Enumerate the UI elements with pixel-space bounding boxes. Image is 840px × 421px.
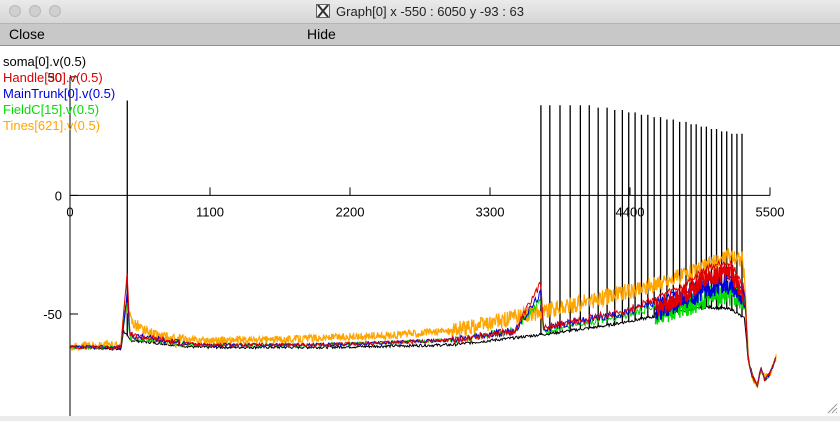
legend-item-handle: Handle[30].v(0.5) xyxy=(3,70,103,85)
window-title-wrap: Graph[0] x -550 : 6050 y -93 : 63 xyxy=(0,3,840,20)
series-line-tines xyxy=(69,248,777,388)
axes-layer: 0 1100 2200 3300 4400 5500 0 -50 50 xyxy=(43,70,784,416)
legend-item-maintrunk: MainTrunk[0].v(0.5) xyxy=(3,86,116,101)
y-tick-label-top: 50 xyxy=(48,70,62,85)
x-tick-label: 4400 xyxy=(616,204,645,219)
resize-grip-icon[interactable] xyxy=(826,402,838,414)
x-tick-label: 5500 xyxy=(756,204,785,219)
close-button[interactable]: Close xyxy=(9,26,45,42)
y-tick-label: 0 xyxy=(55,188,62,203)
x-tick-label: 1100 xyxy=(196,204,224,219)
legend-item-tines: Tines[621].v(0.5) xyxy=(3,118,101,133)
x-tick-label: 2200 xyxy=(336,204,365,219)
legend: soma[0].v(0.5) Handle[30].v(0.5) MainTru… xyxy=(3,54,115,134)
y-tick-label: -50 xyxy=(43,307,62,322)
series-layer xyxy=(69,100,777,389)
x11-app-icon xyxy=(316,4,331,18)
minimize-window-icon[interactable] xyxy=(29,5,41,17)
graph-canvas[interactable]: 0 1100 2200 3300 4400 5500 0 -50 50 soma[0].v(0.… xyxy=(0,46,840,416)
series-band-1 xyxy=(654,262,746,316)
hide-button[interactable]: Hide xyxy=(307,26,336,42)
series-band-3 xyxy=(654,286,746,325)
x-tick-label: 0 xyxy=(66,204,73,219)
legend-item-soma: soma[0].v(0.5) xyxy=(3,54,87,69)
menu-bar: Close Hide xyxy=(0,24,840,46)
close-window-icon[interactable] xyxy=(9,5,21,17)
series-line-handle xyxy=(69,259,777,388)
zoom-window-icon[interactable] xyxy=(49,5,61,17)
x-tick-label: 3300 xyxy=(476,204,505,219)
voltage-plot: 0 1100 2200 3300 4400 5500 0 -50 50 xyxy=(43,70,784,416)
title-bar[interactable]: Graph[0] x -550 : 6050 y -93 : 63 xyxy=(0,0,840,24)
legend-item-fieldc: FieldC[15].v(0.5) xyxy=(3,102,100,117)
window-title: Graph[0] x -550 : 6050 y -93 : 63 xyxy=(336,4,524,19)
